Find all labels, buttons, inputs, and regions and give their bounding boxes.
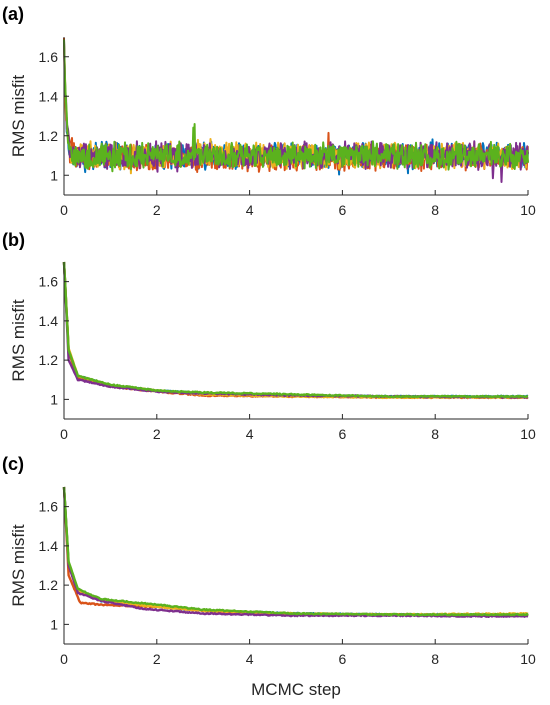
x-tick-label: 6 (339, 651, 347, 667)
y-tick-label: 1.6 (39, 274, 59, 290)
y-axis-label: RMS misfit (9, 75, 28, 157)
y-tick-label: 1.6 (39, 499, 59, 515)
x-tick-label: 8 (431, 202, 439, 218)
y-tick-label: 1.6 (39, 49, 59, 65)
series-line-green (63, 39, 529, 173)
x-tick-label: 4 (246, 426, 254, 442)
panel-c: 0 2 4 6 8 10 1 1.2 1.4 1.6 RMS misfit (9, 486, 536, 667)
x-tick-label: 4 (246, 202, 254, 218)
panel-a: 0 2 4 6 8 10 1 1.2 1.4 1.6 RMS misfit (9, 37, 536, 218)
series-line-purple (62, 486, 529, 618)
series-line-orange (62, 261, 529, 400)
x-tick-label: 6 (339, 426, 347, 442)
x-tick-label: 6 (339, 202, 347, 218)
y-tick-label: 1.2 (39, 352, 59, 368)
x-tick-label: 10 (520, 426, 536, 442)
y-tick-label: 1.4 (39, 538, 59, 554)
series-line-purple (62, 261, 529, 399)
series-line-yellow (62, 261, 529, 400)
series-line-green (62, 486, 529, 617)
x-tick-label: 8 (431, 651, 439, 667)
y-tick-label: 1.4 (39, 88, 59, 104)
series-line-green (62, 261, 529, 399)
x-tick-label: 10 (520, 202, 536, 218)
x-tick-label: 2 (153, 651, 161, 667)
y-axis-label: RMS misfit (9, 299, 28, 381)
y-tick-label: 1.4 (39, 313, 59, 329)
series-line-yellow (62, 486, 529, 617)
x-tick-label: 4 (246, 651, 254, 667)
panel-label-a: (a) (2, 4, 24, 24)
series-line-orange (62, 486, 529, 618)
y-tick-label: 1 (50, 616, 58, 632)
y-tick-label: 1 (50, 167, 58, 183)
x-tick-label: 10 (520, 651, 536, 667)
x-tick-label: 0 (60, 202, 68, 218)
y-tick-label: 1 (50, 391, 58, 407)
series-group (62, 261, 529, 400)
x-tick-label: 0 (60, 651, 68, 667)
panel-b: 0 2 4 6 8 10 1 1.2 1.4 1.6 RMS misfit (9, 261, 536, 442)
x-tick-label: 0 (60, 426, 68, 442)
panel-label-b: (b) (2, 230, 25, 250)
x-tick-label: 8 (431, 426, 439, 442)
y-axis-label: RMS misfit (9, 524, 28, 606)
y-tick-label: 1.2 (39, 128, 59, 144)
x-tick-label: 2 (153, 202, 161, 218)
x-tick-label: 2 (153, 426, 161, 442)
series-line-blue (62, 486, 529, 617)
panel-label-c: (c) (2, 454, 24, 474)
y-tick-label: 1.2 (39, 577, 59, 593)
series-group (63, 37, 529, 183)
series-group (62, 486, 529, 618)
x-axis-label: MCMC step (251, 680, 341, 699)
series-line-blue (62, 261, 528, 399)
